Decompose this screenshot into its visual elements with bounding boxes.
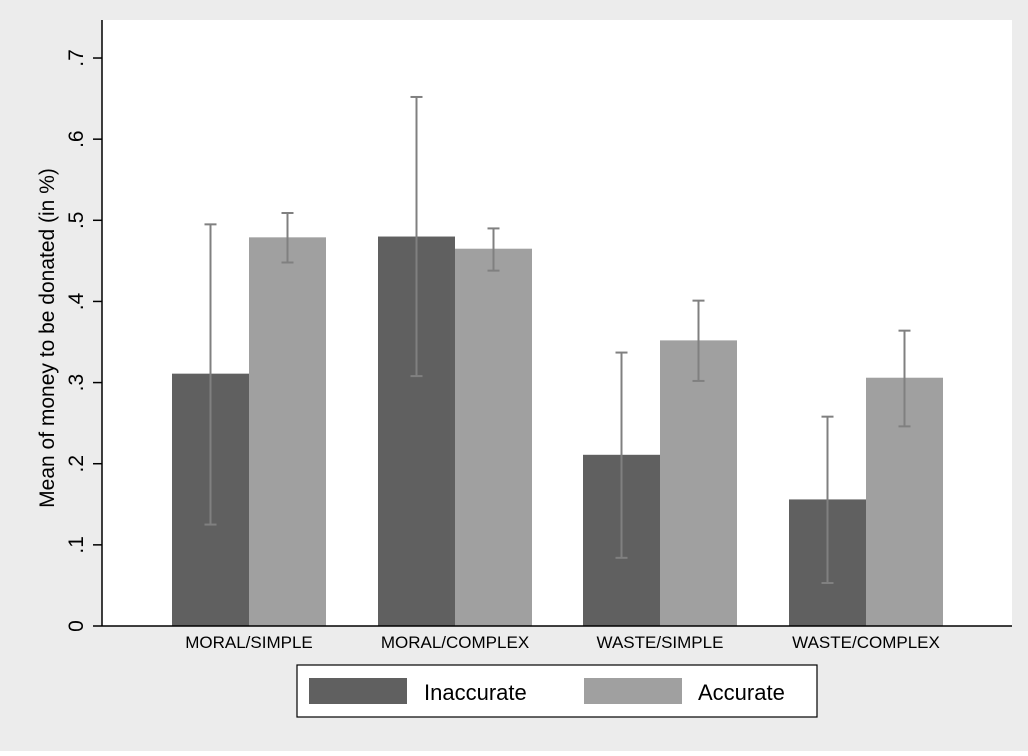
bar-accurate-0 [249, 237, 326, 626]
y-tick-label: .6 [65, 130, 88, 148]
x-axis-labels: MORAL/SIMPLE MORAL/COMPLEX WASTE/SIMPLE WAS… [185, 633, 940, 652]
legend-label-accurate: Accurate [698, 680, 785, 705]
bar-accurate-2 [660, 340, 737, 626]
bar-accurate-1 [455, 248, 532, 626]
chart-marks [172, 95, 943, 626]
y-tick-label: .1 [65, 536, 88, 554]
legend-swatch-accurate [584, 678, 682, 704]
y-axis-title: Mean of money to be donated (in %) [36, 168, 59, 508]
y-tick-label: .4 [65, 292, 88, 310]
legend-label-inaccurate: Inaccurate [424, 680, 527, 705]
x-category-label: WASTE/SIMPLE [597, 633, 724, 652]
y-tick-label: .3 [65, 374, 88, 392]
x-category-label: MORAL/SIMPLE [185, 633, 313, 652]
legend: Inaccurate Accurate [296, 664, 818, 718]
y-axis-ticks: 0 .1 .2 .3 .4 .5 .6 .7 [65, 49, 102, 632]
y-tick-label: .5 [65, 212, 88, 230]
y-tick-label: .7 [65, 49, 88, 67]
y-tick-label: .2 [65, 455, 88, 473]
x-category-label: MORAL/COMPLEX [381, 633, 529, 652]
x-category-label: WASTE/COMPLEX [792, 633, 940, 652]
y-tick-label: 0 [65, 620, 88, 632]
legend-swatch-inaccurate [309, 678, 407, 704]
